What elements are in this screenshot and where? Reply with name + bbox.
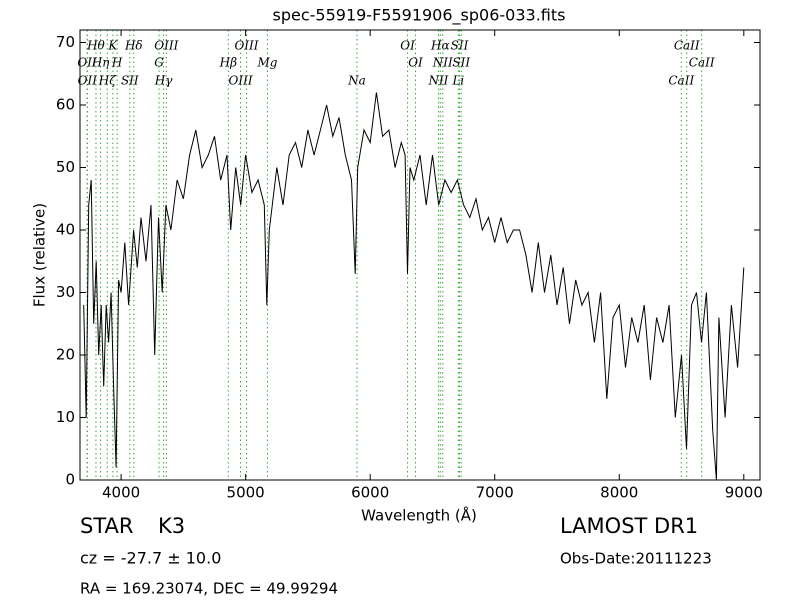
x-tick-label: 8000	[600, 484, 638, 502]
spectral-line-label: CaII	[689, 56, 715, 70]
x-tick-label: 7000	[476, 484, 514, 502]
spectral-line-label: Hζ	[98, 74, 117, 88]
x-tick-label: 4000	[102, 484, 140, 502]
spectral-line-label: SII	[451, 39, 469, 53]
object-class: STAR	[80, 514, 133, 538]
spectral-line-label: Na	[347, 74, 366, 88]
spectrum-line	[83, 92, 745, 481]
spectral-line-label: OII	[78, 74, 98, 88]
spectral-line-label: H	[111, 56, 123, 70]
spectral-line-label: OIII	[234, 39, 258, 53]
y-tick-label: 70	[56, 33, 75, 51]
spectral-line-label: OIII	[229, 74, 253, 88]
object-subclass: K3	[158, 514, 185, 538]
plot-frame	[79, 29, 761, 481]
y-tick-label: 10	[56, 408, 75, 426]
x-tick-label: 5000	[227, 484, 265, 502]
spectral-line-label: Hδ	[124, 39, 143, 53]
spectral-line-label: Hη	[91, 56, 110, 70]
spectral-line-label: CaII	[674, 39, 700, 53]
spectral-line-label: K	[107, 39, 118, 53]
spectral-line-label: Hα	[430, 39, 450, 53]
spectral-line-label: NII	[427, 74, 448, 88]
spectral-line-label: CaII	[668, 74, 694, 88]
spectral-line-label: SII	[121, 74, 139, 88]
y-tick-label: 60	[56, 96, 75, 114]
y-tick-label: 40	[56, 221, 75, 239]
x-axis-label: Wavelength (Å)	[361, 506, 477, 525]
x-tick-label: 6000	[351, 484, 389, 502]
y-tick-label: 50	[56, 158, 75, 176]
spectral-line-label: Li	[451, 74, 464, 88]
y-tick-label: 20	[56, 346, 75, 364]
spectral-line-label: OI	[400, 39, 415, 53]
spectral-line-label: SII	[452, 56, 470, 70]
spectral-line-label: OIII	[154, 39, 178, 53]
y-tick-label: 0	[65, 471, 75, 489]
spectral-line-label: OI	[408, 56, 423, 70]
spectral-line-label: NII	[432, 56, 453, 70]
chart-title: spec-55919-F5591906_sp06-033.fits	[273, 6, 566, 26]
spectral-line-label: Mg	[256, 56, 277, 70]
spectral-line-label: Hθ	[86, 39, 105, 53]
obs-date: Obs-Date:20111223	[560, 550, 712, 568]
coordinates: RA = 169.23074, DEC = 49.99294	[80, 580, 338, 598]
redshift: cz = -27.7 ± 10.0	[80, 549, 221, 568]
spectral-line-label: Hγ	[154, 74, 173, 88]
spectral-line-label: Hβ	[219, 56, 237, 70]
survey: LAMOST DR1	[560, 514, 698, 538]
x-tick-label: 9000	[725, 484, 763, 502]
spectral-line-label: G	[154, 56, 164, 70]
y-axis-label: Flux (relative)	[31, 203, 49, 307]
y-tick-label: 30	[56, 283, 75, 301]
